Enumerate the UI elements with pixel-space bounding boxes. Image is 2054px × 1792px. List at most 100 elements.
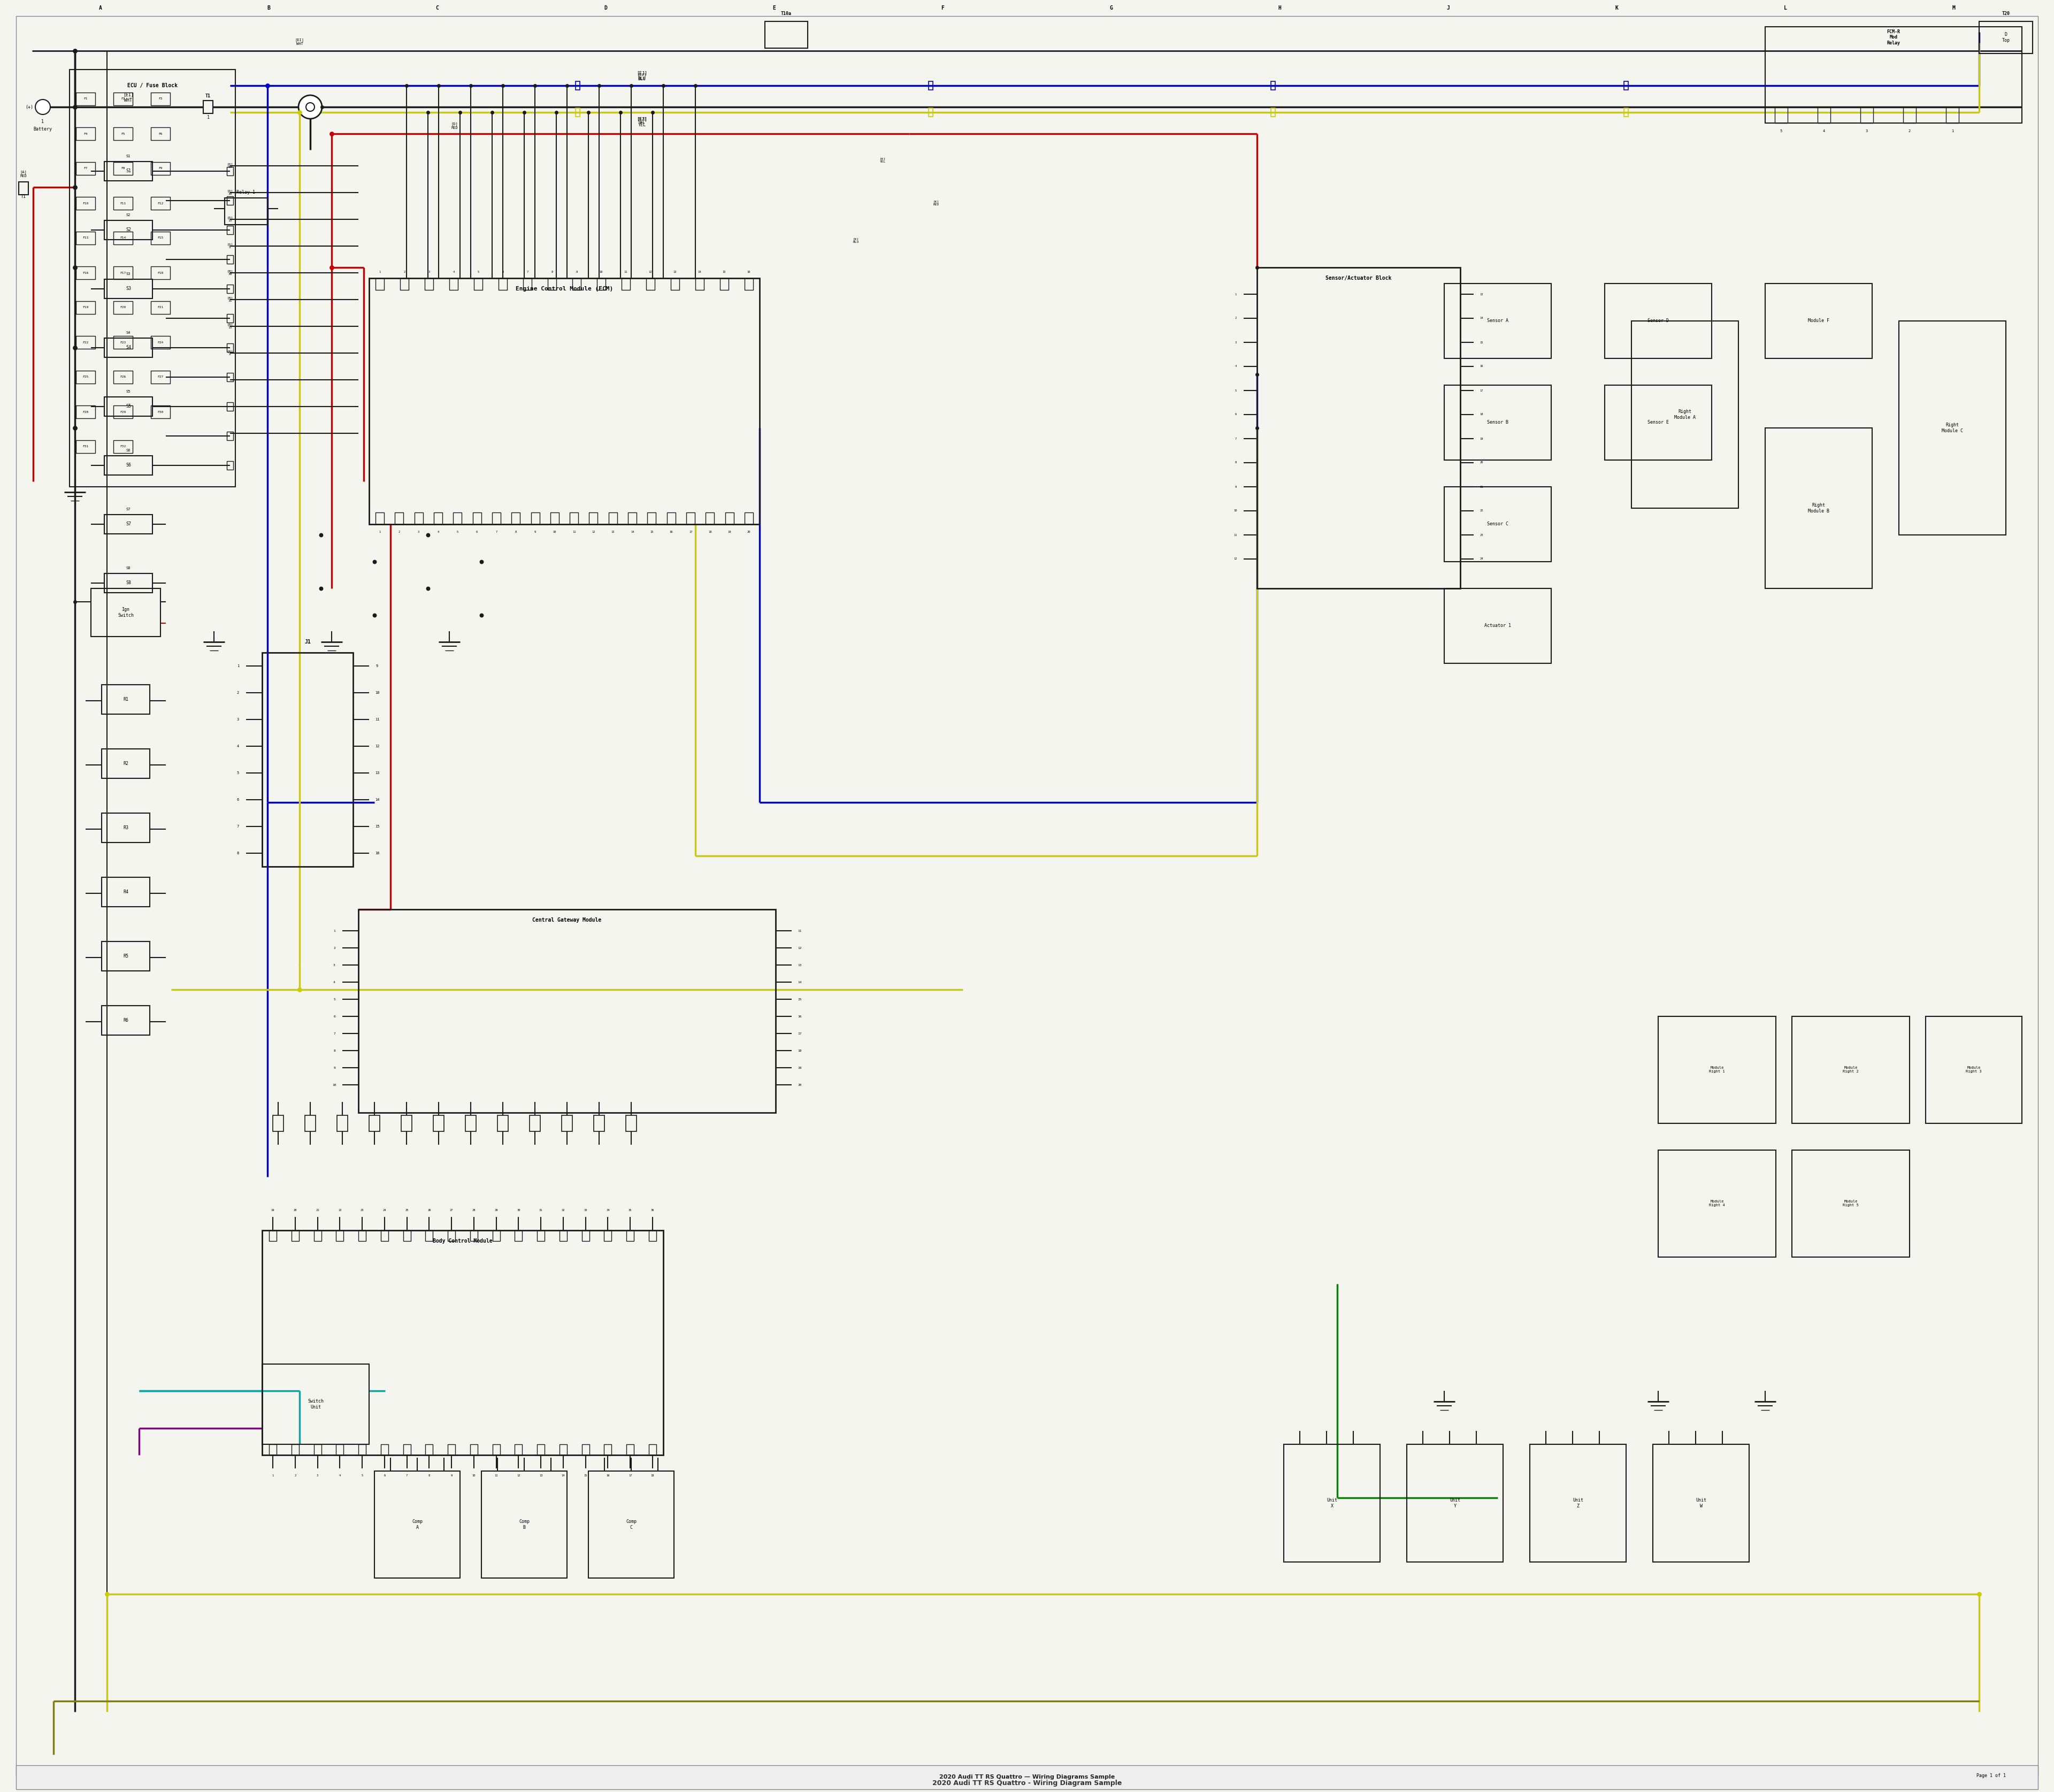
Bar xyxy=(1271,81,1276,90)
Bar xyxy=(548,278,557,290)
Bar xyxy=(314,1231,320,1242)
Text: Sensor C: Sensor C xyxy=(1487,521,1508,527)
Text: [K]
YEL: [K] YEL xyxy=(879,158,885,163)
Bar xyxy=(226,226,234,235)
Bar xyxy=(744,278,754,290)
Text: S3: S3 xyxy=(125,287,131,292)
Bar xyxy=(101,749,150,778)
Bar xyxy=(76,267,94,280)
Bar xyxy=(150,93,170,106)
Text: 17: 17 xyxy=(629,1475,633,1477)
Bar xyxy=(292,1231,300,1242)
Text: (+): (+) xyxy=(25,104,33,109)
Bar xyxy=(626,1231,635,1242)
Bar xyxy=(744,513,754,525)
Bar xyxy=(415,513,423,525)
Bar xyxy=(559,1444,567,1455)
Bar xyxy=(224,197,267,224)
Text: F1: F1 xyxy=(84,97,88,100)
Text: 15: 15 xyxy=(583,1475,587,1477)
Text: 17: 17 xyxy=(797,1032,801,1034)
Bar xyxy=(16,1765,2038,1790)
Text: 23: 23 xyxy=(359,1208,364,1211)
Text: ECU / Fuse Block: ECU / Fuse Block xyxy=(127,82,177,88)
Bar xyxy=(105,161,152,181)
Text: 18: 18 xyxy=(797,1050,801,1052)
Text: Module
Right 4: Module Right 4 xyxy=(1709,1201,1725,1208)
Bar xyxy=(150,301,170,314)
Text: F19: F19 xyxy=(82,306,88,308)
Bar xyxy=(1764,27,2021,124)
Text: F28: F28 xyxy=(82,410,88,414)
Text: 29: 29 xyxy=(495,1208,497,1211)
Bar xyxy=(1444,283,1551,358)
Text: 22: 22 xyxy=(339,1208,341,1211)
Bar xyxy=(1861,108,1873,124)
Bar xyxy=(686,513,694,525)
Bar xyxy=(604,1231,612,1242)
Text: 18: 18 xyxy=(1481,414,1483,416)
Bar xyxy=(113,161,134,176)
Text: FCM-R
Mod
Relay: FCM-R Mod Relay xyxy=(1888,29,1900,45)
Bar xyxy=(113,127,134,140)
Text: 13: 13 xyxy=(374,771,380,774)
Bar xyxy=(370,1115,380,1131)
Bar xyxy=(425,278,433,290)
Bar xyxy=(1444,588,1551,663)
Text: 22: 22 xyxy=(1481,509,1483,513)
Text: T10a: T10a xyxy=(781,11,791,16)
Bar xyxy=(1764,283,1871,358)
Text: J: J xyxy=(1446,5,1450,11)
Text: [K]
RED: [K] RED xyxy=(933,201,939,206)
Text: [K]
BLU: [K] BLU xyxy=(852,238,859,244)
Text: 2: 2 xyxy=(1908,129,1910,133)
Text: 32: 32 xyxy=(561,1208,565,1211)
Text: [EJ]
YEL: [EJ] YEL xyxy=(637,116,647,127)
Bar xyxy=(314,1444,320,1455)
Text: 13: 13 xyxy=(674,271,676,272)
Bar xyxy=(575,108,579,116)
Bar xyxy=(721,278,729,290)
Bar xyxy=(516,1444,522,1455)
Bar xyxy=(668,513,676,525)
Text: F11: F11 xyxy=(119,202,125,204)
Bar xyxy=(150,161,170,176)
Bar xyxy=(516,1231,522,1242)
Bar xyxy=(559,1231,567,1242)
Text: F22: F22 xyxy=(82,340,88,344)
Text: 16: 16 xyxy=(1481,366,1483,367)
Bar xyxy=(403,1231,411,1242)
Text: S2: S2 xyxy=(125,213,131,217)
Bar xyxy=(101,814,150,842)
Bar xyxy=(1625,108,1629,116)
Bar xyxy=(1257,267,1460,588)
Bar xyxy=(589,513,598,525)
Bar xyxy=(594,1115,604,1131)
Bar xyxy=(105,339,152,357)
Text: 10: 10 xyxy=(1234,509,1237,513)
Text: S8: S8 xyxy=(125,581,131,586)
Text: 11: 11 xyxy=(797,930,801,932)
Text: S2: S2 xyxy=(125,228,131,233)
Bar xyxy=(493,1231,499,1242)
Bar xyxy=(226,197,234,204)
Text: F26: F26 xyxy=(119,376,125,378)
Bar xyxy=(226,167,234,176)
Bar xyxy=(357,909,776,1113)
Text: F32: F32 xyxy=(119,446,125,448)
Bar xyxy=(226,314,234,323)
Text: E: E xyxy=(772,5,776,11)
Bar xyxy=(626,1115,637,1131)
Text: Ign
Switch: Ign Switch xyxy=(117,607,134,618)
Bar xyxy=(101,1005,150,1036)
Bar xyxy=(226,401,234,410)
Bar xyxy=(530,513,540,525)
Text: F24: F24 xyxy=(158,340,164,344)
Text: Sensor A: Sensor A xyxy=(1487,319,1508,323)
Text: F14: F14 xyxy=(119,237,125,240)
Bar xyxy=(649,1231,657,1242)
Text: K: K xyxy=(1614,5,1619,11)
Text: Sensor E: Sensor E xyxy=(1647,419,1668,425)
Bar xyxy=(598,278,606,290)
Text: T1: T1 xyxy=(205,93,212,99)
